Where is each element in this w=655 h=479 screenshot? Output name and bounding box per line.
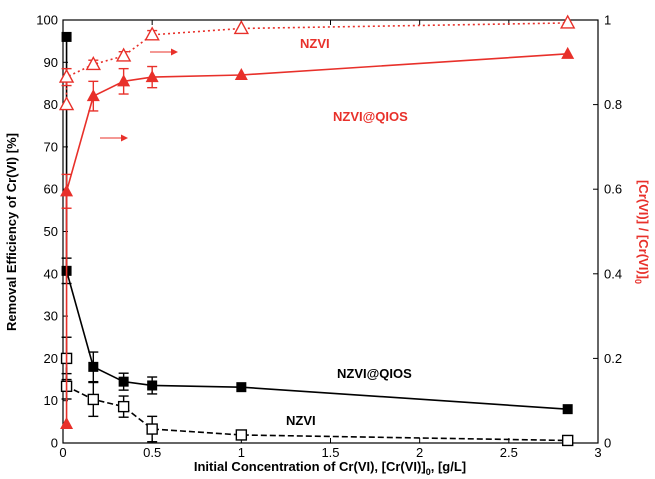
label-nzvi-red: NZVI (300, 36, 330, 51)
point-filled-triangle (86, 89, 100, 102)
y-axis-right-title: [Cr(VI)] / [Cr(VI)]0 (633, 180, 651, 284)
point-open-square (146, 423, 158, 435)
point-open-triangle (233, 19, 250, 35)
y-left-tick-label: 40 (44, 266, 58, 281)
point-open-triangle (58, 96, 75, 111)
point-filled-triangle (234, 67, 248, 80)
y-left-tick-label: 10 (44, 393, 58, 408)
y-right-tick-label: 0.8 (604, 97, 622, 112)
point-open-square (87, 393, 100, 406)
x-axis-title: Initial Concentration of Cr(VI), [Cr(VI)… (194, 459, 466, 477)
point-open-triangle (115, 47, 132, 62)
y-left-tick-label: 80 (44, 97, 58, 112)
series-layer (58, 14, 576, 447)
point-open-square (561, 434, 574, 447)
series-line-1 (65, 358, 568, 442)
x-tick-label: 0 (59, 445, 66, 460)
y-left-tick-label: 70 (44, 139, 58, 154)
y-left-tick-label: 100 (36, 13, 58, 28)
label-nzvi-qios-red: NZVI@QIOS (333, 109, 408, 124)
point-filled-square (236, 382, 247, 393)
point-filled-triangle (561, 46, 575, 59)
series-line-0 (65, 36, 568, 410)
arrows (100, 48, 178, 142)
y-left-tick-label: 50 (44, 224, 58, 239)
y-right-tick-label: 0.6 (604, 182, 622, 197)
y-left-tick-label: 60 (44, 182, 58, 197)
plot-frame (62, 19, 599, 444)
point-filled-square (118, 376, 129, 387)
point-filled-square (88, 361, 99, 372)
y-left-tick-label: 90 (44, 55, 58, 70)
right-axis-arrow-head (121, 134, 128, 142)
y-right-tick-label: 0 (604, 436, 611, 451)
x-tick-label: 2.5 (500, 445, 518, 460)
point-filled-triangle (60, 416, 74, 429)
point-filled-triangle (117, 74, 131, 87)
point-filled-square (147, 380, 158, 391)
y-left-tick-label: 0 (51, 436, 58, 451)
x-tick-label: 0.5 (143, 445, 161, 460)
point-filled-triangle (145, 70, 159, 83)
point-open-triangle (144, 26, 160, 41)
ticks: 0 0.5 1 1.5 2 2.5 3010203040506070809010000.20… (36, 13, 622, 461)
y-left-tick-label: 20 (44, 351, 58, 366)
y-axis-left-title: Removal Efficiency of Cr(VI) [%] (4, 133, 19, 331)
label-nzvi-qios-black: NZVI@QIOS (337, 366, 412, 381)
x-tick-label: 1 (238, 445, 245, 460)
x-tick-label: 1.5 (321, 445, 339, 460)
y-right-tick-label: 0.2 (604, 351, 622, 366)
point-open-triangle (560, 14, 576, 29)
y-right-tick-label: 0.4 (604, 266, 622, 281)
y-right-tick-label: 1 (604, 13, 611, 28)
x-tick-label: 3 (594, 445, 601, 460)
point-open-triangle (85, 55, 101, 71)
x-tick-label: 2 (416, 445, 423, 460)
right-axis-arrow-head (171, 48, 178, 56)
label-nzvi-black: NZVI (286, 413, 316, 428)
y-left-tick-label: 30 (44, 309, 58, 324)
point-open-triangle (58, 68, 75, 83)
point-filled-square (562, 404, 573, 415)
series-line-2 (65, 53, 568, 424)
point-filled-triangle (60, 184, 74, 197)
point-open-square (235, 429, 248, 441)
point-open-square (117, 400, 130, 413)
point-filled-square (61, 31, 72, 42)
